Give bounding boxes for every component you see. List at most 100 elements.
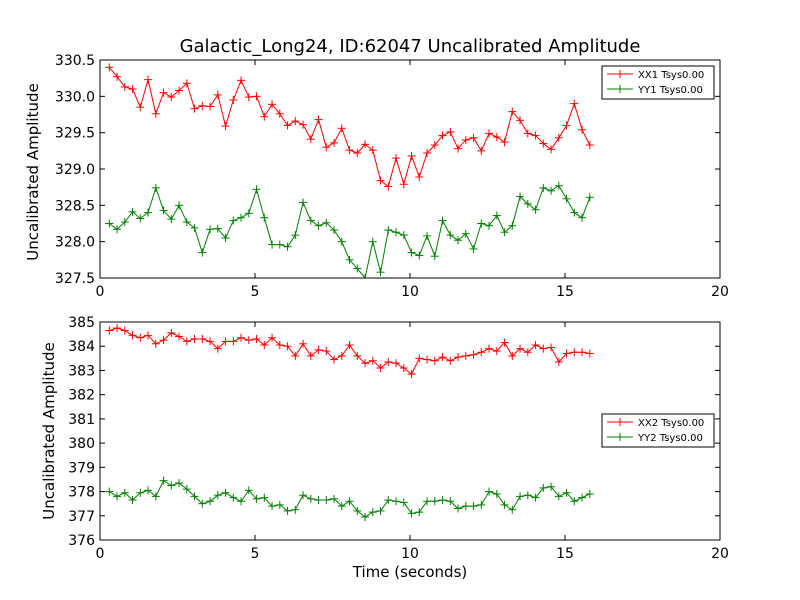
data-point-yy1: [314, 221, 323, 230]
data-point-xx2: [105, 326, 114, 335]
data-point-xx2: [136, 333, 145, 342]
data-point-yy1: [399, 231, 408, 240]
chart-title: Galactic_Long24, ID:62047 Uncalibrated A…: [180, 36, 641, 57]
data-point-yy2: [461, 502, 470, 511]
data-point-yy2: [237, 497, 246, 506]
x-tick-label: 0: [96, 284, 105, 300]
data-point-xx2: [213, 344, 222, 353]
data-point-yy1: [516, 192, 525, 201]
data-point-yy1: [151, 183, 160, 192]
legend-entry-xx1: XX1 Tsys0.00: [607, 70, 704, 81]
data-point-xx2: [221, 337, 230, 346]
data-point-yy1: [252, 185, 261, 194]
data-point-xx2: [252, 334, 261, 343]
legend-entry-yy1: YY1 Tsys0.00: [607, 85, 703, 96]
data-point-xx2: [322, 347, 331, 356]
data-point-yy2: [415, 508, 424, 517]
data-point-yy2: [376, 506, 385, 515]
data-point-xx2: [570, 348, 579, 357]
data-point-yy2: [306, 494, 315, 503]
data-point-yy1: [322, 218, 331, 227]
data-point-yy1: [244, 209, 253, 218]
data-point-xx2: [345, 341, 354, 350]
data-point-yy1: [585, 193, 594, 202]
data-point-yy2: [392, 497, 401, 506]
data-point-yy1: [167, 215, 176, 224]
bottom-legend: XX2 Tsys0.00 YY2 Tsys0.00: [601, 413, 715, 448]
data-point-xx2: [275, 341, 284, 350]
data-point-yy1: [144, 208, 153, 217]
data-point-xx2: [399, 364, 408, 373]
data-point-xx1: [376, 176, 385, 185]
data-point-xx2: [198, 334, 207, 343]
data-point-yy2: [508, 505, 517, 514]
data-point-xx1: [407, 151, 416, 160]
data-point-yy2: [275, 500, 284, 509]
data-point-xx1: [306, 135, 315, 144]
data-point-xx1: [384, 182, 393, 191]
data-point-xx2: [260, 341, 269, 350]
data-point-yy1: [213, 224, 222, 233]
data-point-xx2: [438, 353, 447, 362]
data-point-xx2: [353, 351, 362, 360]
data-point-yy2: [213, 491, 222, 500]
data-point-yy1: [523, 199, 532, 208]
data-point-xx2: [407, 370, 416, 379]
y-tick-label: 383: [68, 363, 95, 379]
data-point-xx1: [159, 88, 168, 97]
data-point-xx1: [213, 90, 222, 99]
data-point-xx1: [361, 140, 370, 149]
data-point-xx1: [469, 133, 478, 142]
data-point-yy1: [136, 214, 145, 223]
data-point-yy2: [159, 476, 168, 485]
data-point-xx2: [229, 337, 238, 346]
data-point-xx2: [477, 348, 486, 357]
data-point-yy1: [578, 213, 587, 222]
data-point-yy1: [384, 226, 393, 235]
data-point-yy2: [547, 482, 556, 491]
data-point-yy2: [268, 502, 277, 511]
data-point-yy2: [523, 491, 532, 500]
data-point-yy2: [384, 496, 393, 505]
data-point-yy1: [291, 231, 300, 240]
bottom-chart: Uncalibrated Amplitude Time (seconds) 0 5…: [40, 315, 729, 581]
data-point-yy1: [461, 229, 470, 238]
data-point-xx2: [461, 351, 470, 360]
data-point-xx1: [539, 139, 548, 148]
data-point-yy1: [190, 223, 199, 232]
data-point-xx2: [539, 344, 548, 353]
y-tick-label: 376: [68, 533, 95, 549]
data-point-xx1: [175, 86, 184, 95]
y-tick-label: 330.5: [55, 53, 95, 69]
data-point-xx2: [554, 357, 563, 366]
data-point-yy1: [500, 228, 509, 237]
data-point-xx2: [376, 364, 385, 373]
data-point-xx1: [268, 100, 277, 109]
data-point-xx2: [113, 324, 122, 333]
data-point-yy1: [299, 198, 308, 207]
data-point-yy2: [299, 491, 308, 500]
x-tick-label: 0: [96, 546, 105, 562]
x-tick-label: 5: [251, 546, 260, 562]
data-point-xx1: [492, 133, 501, 142]
data-point-xx1: [314, 115, 323, 124]
data-point-yy1: [554, 181, 563, 190]
data-point-xx1: [291, 117, 300, 126]
data-point-yy2: [128, 496, 137, 505]
data-point-yy1: [260, 213, 269, 222]
data-point-yy2: [283, 506, 292, 515]
data-point-yy1: [159, 206, 168, 215]
data-point-yy2: [368, 508, 377, 517]
data-point-yy1: [392, 228, 401, 237]
top-chart: Galactic_Long24, ID:62047 Uncalibrated A…: [24, 36, 729, 300]
data-point-xx1: [585, 141, 594, 150]
data-point-xx2: [547, 343, 556, 352]
data-point-xx1: [477, 146, 486, 155]
data-point-yy2: [144, 486, 153, 495]
data-point-yy2: [345, 497, 354, 506]
data-point-xx2: [306, 351, 315, 360]
data-point-yy2: [175, 479, 184, 488]
data-point-xx2: [523, 348, 532, 357]
data-point-yy2: [120, 488, 129, 497]
